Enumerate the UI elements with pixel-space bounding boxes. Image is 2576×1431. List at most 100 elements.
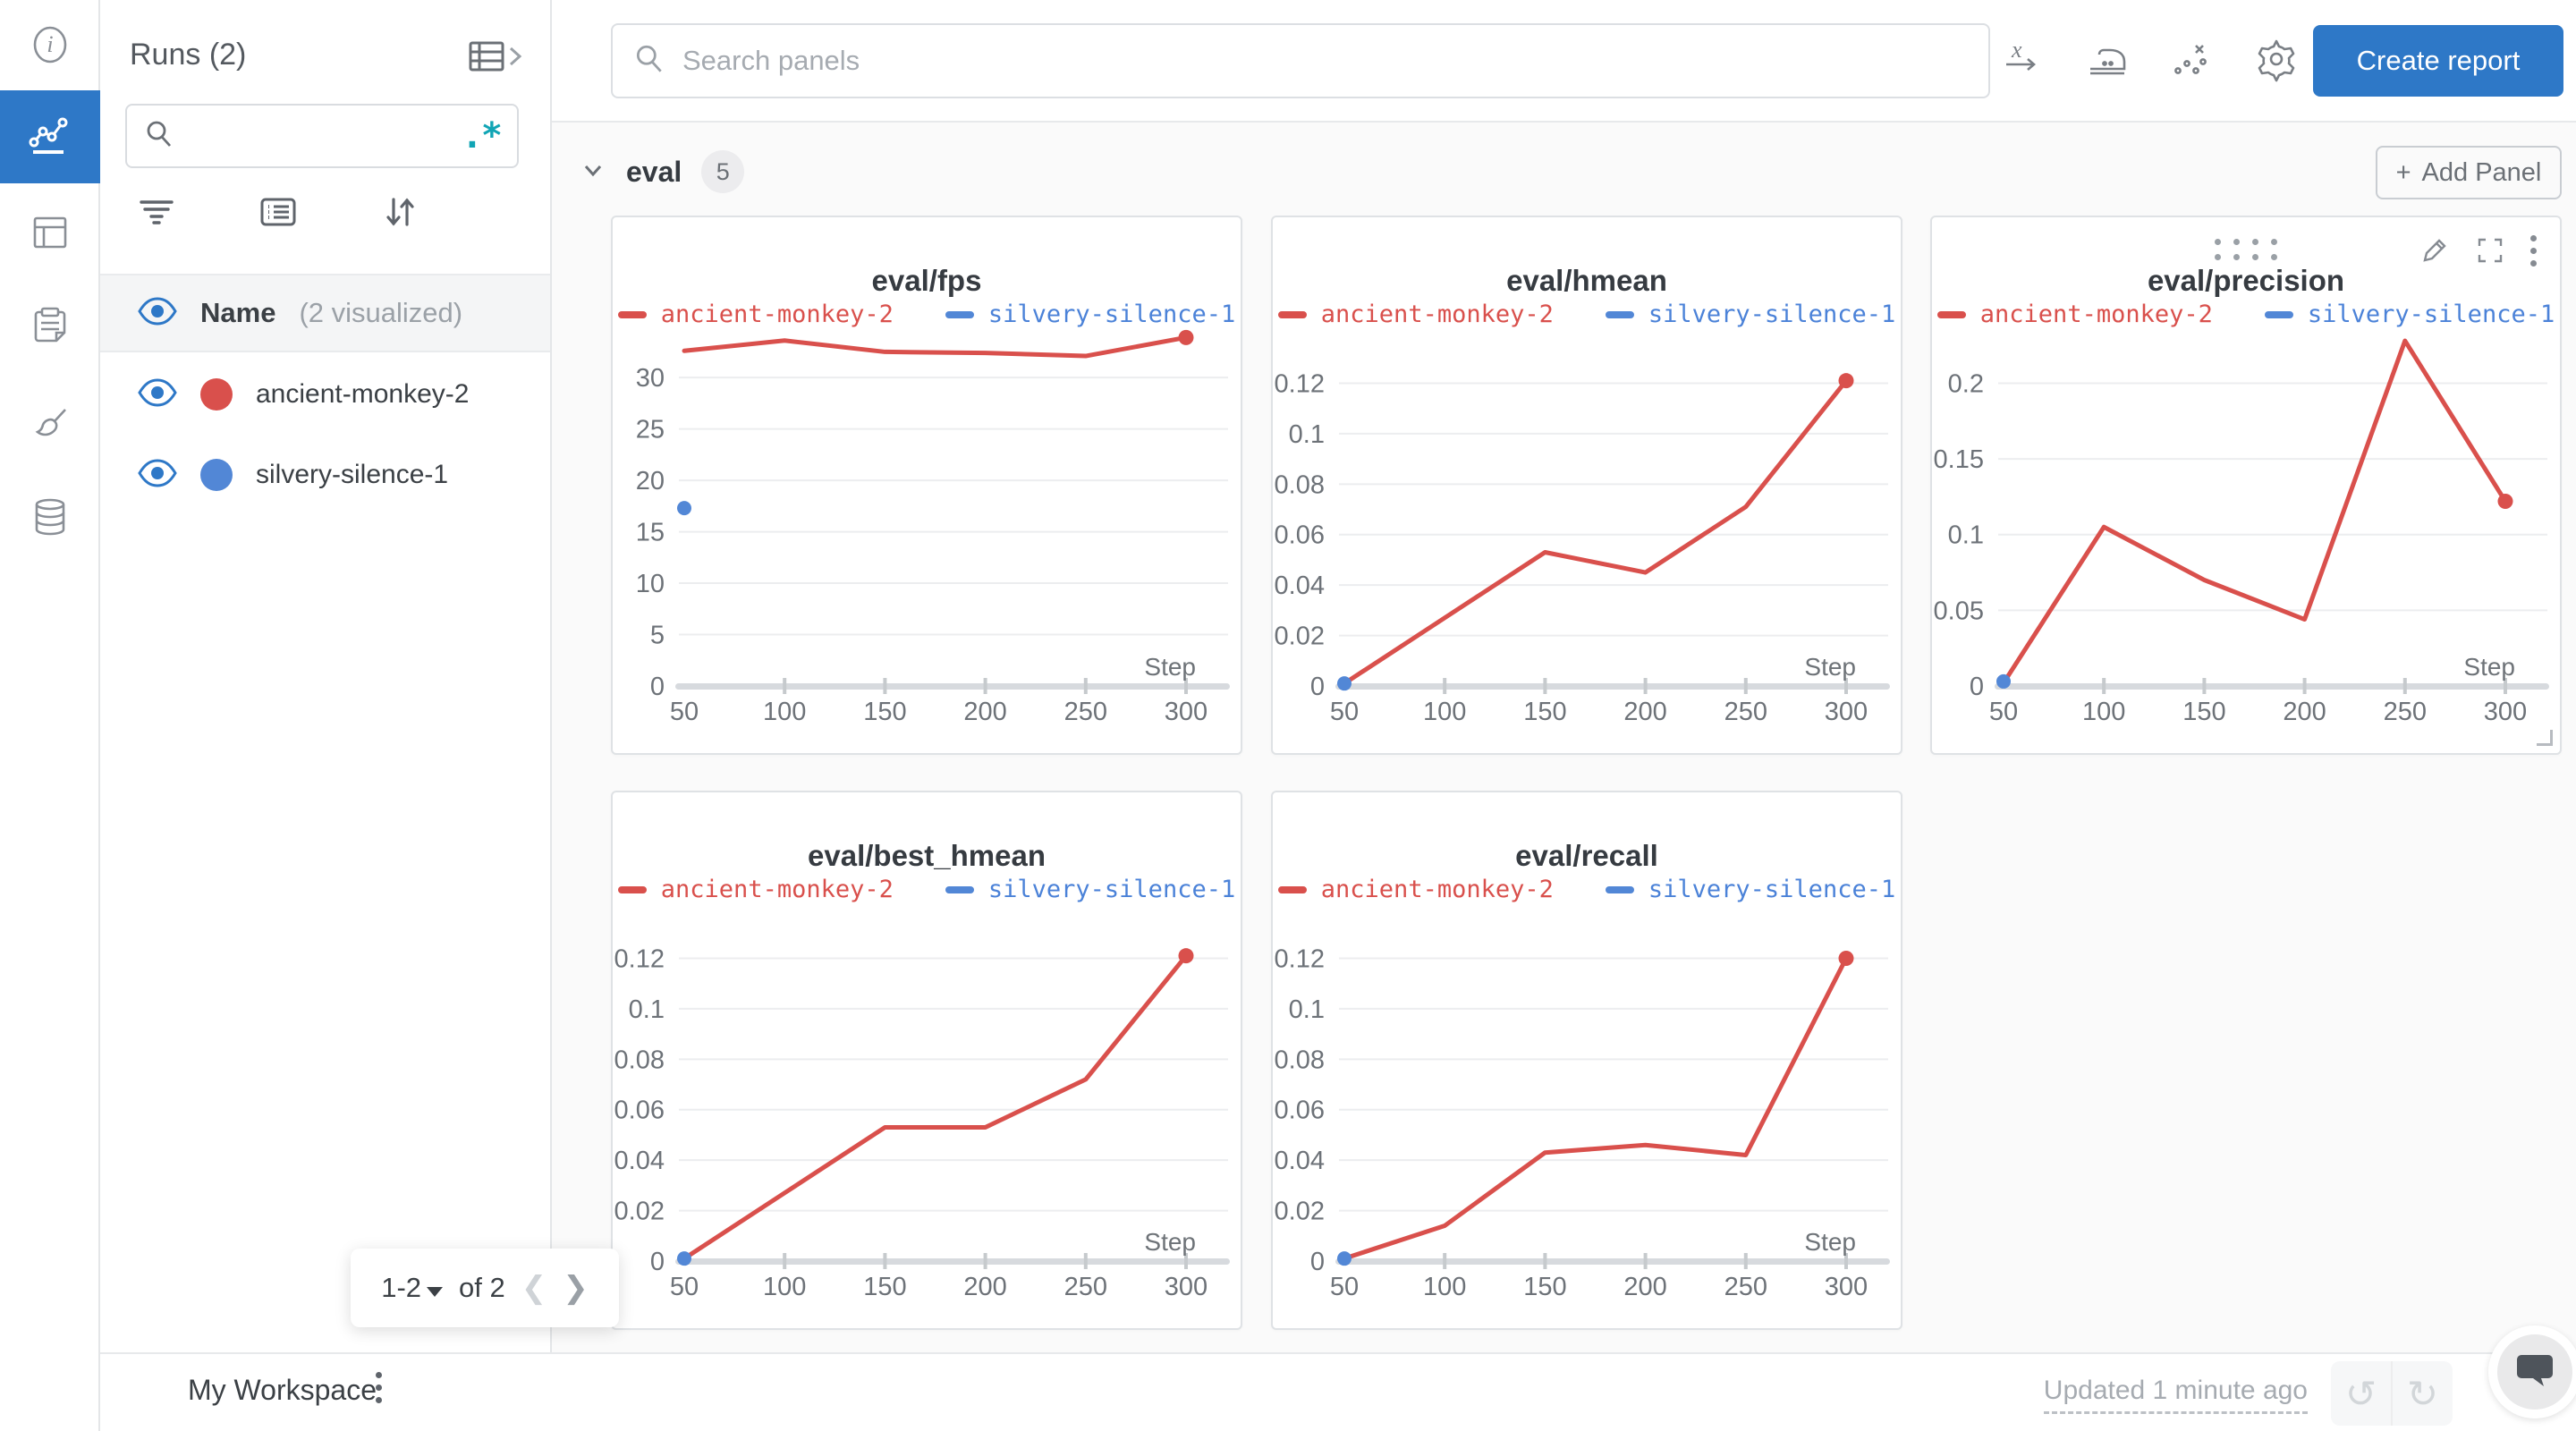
svg-text:0.15: 0.15 [1934,445,1984,474]
legend-item[interactable]: ancient-monkey-2 [1277,301,1554,328]
legend-run-name: silvery-silence-1 [987,876,1236,903]
nav-item-logs[interactable] [0,281,100,374]
svg-text:0.08: 0.08 [1275,470,1325,499]
settings-gear-icon[interactable] [2253,36,2300,87]
sort-icon[interactable] [379,191,420,237]
nav-item-workspace-charts[interactable] [0,90,100,183]
run-name[interactable]: ancient-monkey-2 [256,379,470,409]
svg-text:50: 50 [1989,698,2018,726]
chevron-down-icon[interactable] [580,157,606,188]
legend-item[interactable]: ancient-monkey-2 [1936,301,2213,328]
legend-item[interactable]: silvery-silence-1 [2264,301,2555,328]
edit-pencil-icon[interactable] [2419,235,2450,270]
list-settings-icon[interactable] [258,191,299,237]
svg-text:100: 100 [2082,698,2125,726]
svg-text:0.1: 0.1 [1289,420,1325,449]
panel-kebab-icon[interactable] [2530,235,2537,270]
legend-item[interactable]: silvery-silence-1 [945,876,1235,903]
run-name[interactable]: silvery-silence-1 [256,460,449,489]
pagination-range[interactable]: 1-2 [381,1272,444,1304]
outlier-scatter-icon[interactable] [2169,37,2214,86]
fullscreen-icon[interactable] [2475,235,2505,270]
chart-legend: ancient-monkey-2 silvery-silence-1 [613,876,1241,903]
eye-icon[interactable] [138,377,177,411]
pagination-of: of 2 [459,1272,505,1303]
chart-panel[interactable]: eval/precision ancient-monkey-2 silvery-si… [1930,216,2562,755]
svg-text:200: 200 [963,1273,1006,1301]
divider [2391,1361,2393,1426]
svg-text:5: 5 [650,622,665,650]
legend-item[interactable]: ancient-monkey-2 [617,876,894,903]
create-report-button[interactable]: Create report [2313,25,2563,97]
legend-dash-icon [945,310,974,318]
nav-item-artifacts[interactable] [0,472,100,565]
run-row[interactable]: ancient-monkey-2 [100,354,550,435]
panel-search-input[interactable] [682,45,1969,77]
svg-text:x: x [2011,38,2022,63]
eye-icon[interactable] [138,458,177,492]
section-header[interactable]: eval 5 [580,150,745,193]
panels-table-icon [29,211,72,258]
chart-plot[interactable]: 0 0.05 0.1 0.15 0.2 50 100 150 200 250 300 Step [1932,316,2563,757]
section-name[interactable]: eval [626,155,682,188]
chart-panel[interactable]: eval/recall ancient-monkey-2 silvery-silen… [1271,791,1902,1330]
workspace-footer: My Workspace Updated 1 minute ago ↺ ↻ [100,1352,2576,1431]
legend-run-name: silvery-silence-1 [1648,301,1896,328]
legend-run-name: ancient-monkey-2 [660,301,894,328]
legend-item[interactable]: ancient-monkey-2 [617,301,894,328]
chart-panel[interactable]: eval/best_hmean ancient-monkey-2 silvery-s… [611,791,1242,1330]
pagination-next-icon[interactable]: ❯ [563,1271,589,1305]
svg-text:0.04: 0.04 [1275,1147,1325,1175]
top-bar: x Create report [552,0,2576,123]
chart-panel[interactable]: eval/hmean ancient-monkey-2 silvery-silenc… [1271,216,1902,755]
regex-toggle-icon[interactable]: .* [461,115,503,157]
smoothing-iron-icon[interactable] [2085,37,2130,86]
svg-text:0.05: 0.05 [1934,597,1984,625]
nav-item-info[interactable]: i [0,0,100,93]
svg-text:0.1: 0.1 [1948,521,1984,550]
resize-handle[interactable] [2537,730,2553,746]
eye-icon[interactable] [138,296,177,330]
chart-title: eval/fps [871,264,982,297]
search-icon [143,118,175,155]
workspace-title[interactable]: My Workspace [188,1374,377,1406]
nav-item-tables[interactable] [0,188,100,281]
chart-plot[interactable]: 0 5 10 15 20 25 30 50 100 150 200 250 300 Step [613,316,1244,757]
runs-table-expand-button[interactable] [468,38,523,81]
runs-header-row[interactable]: Name (2 visualized) [100,274,550,352]
workspace-kebab-icon[interactable] [376,1372,382,1403]
legend-item[interactable]: silvery-silence-1 [1605,876,1895,903]
x-axis-icon[interactable]: x [2003,37,2046,85]
add-panel-button[interactable]: + Add Panel [2376,146,2562,199]
svg-text:0.04: 0.04 [614,1147,665,1175]
legend-dash-icon [617,885,647,893]
chart-plot[interactable]: 0 0.02 0.04 0.06 0.08 0.1 0.12 50 100 150 200 250 30… [613,891,1244,1332]
svg-text:50: 50 [670,1273,699,1301]
chat-support-button[interactable] [2488,1325,2576,1418]
pagination-prev-icon[interactable]: ❮ [521,1271,547,1305]
legend-item[interactable]: silvery-silence-1 [945,301,1235,328]
runs-search-input[interactable] [175,122,462,150]
svg-text:200: 200 [1623,1273,1666,1301]
svg-text:0.06: 0.06 [614,1097,665,1125]
chart-panel[interactable]: eval/fps ancient-monkey-2 silvery-silence-… [611,216,1242,755]
legend-item[interactable]: ancient-monkey-2 [1277,876,1554,903]
redo-icon[interactable]: ↻ [2406,1372,2439,1415]
panel-actions [2419,235,2537,270]
nav-item-sweeps[interactable] [0,381,100,474]
svg-text:250: 250 [1724,698,1767,726]
legend-item[interactable]: silvery-silence-1 [1605,301,1896,328]
drag-handle-icon[interactable] [2215,239,2277,260]
svg-text:150: 150 [863,1273,906,1301]
svg-text:Step: Step [1144,1228,1196,1256]
legend-run-name: ancient-monkey-2 [1320,876,1554,903]
filter-icon[interactable] [136,191,177,237]
updated-timestamp[interactable]: Updated 1 minute ago [2043,1376,2308,1414]
svg-text:0.12: 0.12 [1275,944,1325,973]
svg-text:0.02: 0.02 [1275,1198,1325,1226]
undo-icon[interactable]: ↺ [2344,1372,2377,1415]
chart-plot[interactable]: 0 0.02 0.04 0.06 0.08 0.1 0.12 50 100 150 200 250 30… [1273,891,1904,1332]
run-row[interactable]: silvery-silence-1 [100,435,550,515]
chart-plot[interactable]: 0 0.02 0.04 0.06 0.08 0.1 0.12 50 100 150 200 250 30… [1273,316,1904,757]
svg-text:0: 0 [1970,673,1984,701]
